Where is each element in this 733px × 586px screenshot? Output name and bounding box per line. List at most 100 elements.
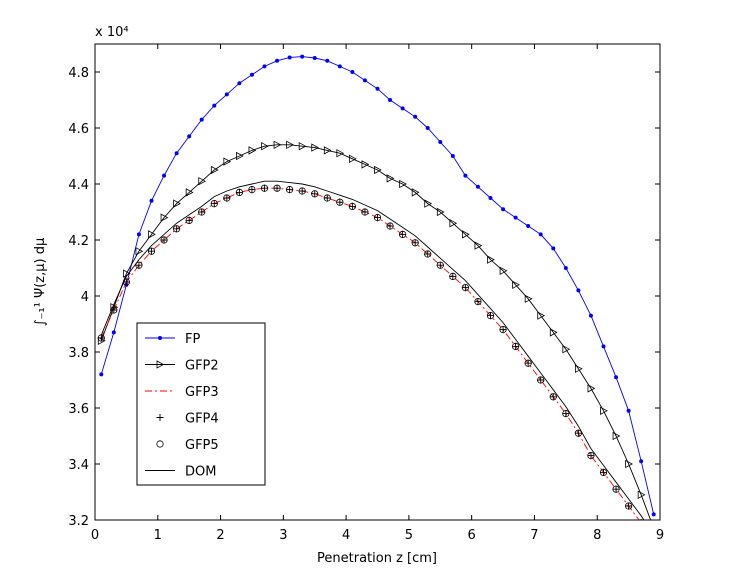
- point: [549, 393, 557, 401]
- point: [361, 208, 369, 216]
- point: [311, 190, 319, 198]
- x-tick-label: 5: [405, 528, 413, 543]
- point: [512, 342, 520, 350]
- point: [625, 502, 633, 510]
- y-tick-label: 4.4: [68, 178, 89, 193]
- point: [537, 376, 545, 384]
- point: [235, 188, 243, 196]
- point: [461, 230, 470, 239]
- point: [450, 154, 455, 158]
- point: [400, 106, 405, 111]
- point: [348, 202, 356, 210]
- point: [587, 452, 595, 460]
- point: [374, 165, 382, 175]
- point: [135, 261, 143, 269]
- point: [639, 459, 644, 464]
- point: [461, 284, 469, 292]
- point: [399, 230, 407, 238]
- point: [198, 177, 207, 186]
- point: [187, 134, 192, 139]
- point: [136, 232, 141, 237]
- point: [173, 225, 181, 233]
- point: [499, 326, 507, 334]
- x-tick-label: 6: [468, 528, 476, 543]
- point: [323, 194, 331, 202]
- legend-label: GFP3: [185, 385, 219, 400]
- x-tick-label: 4: [342, 528, 350, 543]
- point: [612, 431, 621, 441]
- point: [386, 222, 394, 230]
- x-tick-label: 0: [91, 528, 99, 543]
- point: [601, 344, 606, 349]
- point: [199, 117, 204, 122]
- point: [562, 410, 570, 418]
- point: [248, 186, 256, 194]
- point: [475, 184, 480, 189]
- point: [386, 222, 394, 230]
- point: [487, 312, 494, 320]
- plot-content: [97, 54, 656, 520]
- point: [361, 160, 370, 169]
- legend-label: GFP2: [185, 359, 219, 374]
- y-tick-label: 4: [81, 290, 89, 305]
- point: [198, 208, 206, 216]
- point: [212, 103, 217, 108]
- point: [298, 187, 306, 195]
- point: [248, 186, 256, 194]
- point: [311, 190, 319, 198]
- y-axis-label: ∫₋₁¹ Ψ(z,μ) dμ: [33, 238, 48, 326]
- point: [336, 198, 344, 206]
- point: [614, 375, 619, 380]
- y-tick-label: 4.6: [68, 122, 89, 137]
- legend-box: [136, 322, 266, 486]
- point: [261, 142, 269, 151]
- legend-label: GFP5: [185, 438, 219, 453]
- legend-label: DOM: [185, 465, 216, 480]
- point: [260, 184, 269, 192]
- point: [399, 230, 407, 238]
- point: [551, 246, 556, 251]
- y-tick-label: 4.8: [68, 66, 89, 81]
- x-axis-label: Penetration z [cm]: [317, 551, 437, 566]
- point: [474, 297, 482, 306]
- point: [273, 140, 282, 149]
- point: [148, 230, 156, 239]
- point: [262, 64, 267, 69]
- point: [361, 208, 369, 216]
- point: [160, 213, 169, 222]
- point: [411, 188, 420, 197]
- point: [210, 200, 218, 208]
- point: [198, 208, 206, 216]
- point: [625, 502, 633, 510]
- point: [562, 345, 571, 354]
- point: [461, 283, 469, 292]
- point: [135, 247, 144, 256]
- point: [287, 55, 292, 60]
- point: [438, 140, 443, 144]
- point: [311, 143, 320, 152]
- point: [249, 72, 254, 77]
- point: [524, 359, 532, 367]
- point: [538, 232, 543, 237]
- point: [411, 239, 419, 247]
- point: [386, 174, 395, 183]
- point: [487, 255, 495, 264]
- point: [185, 216, 193, 224]
- point: [224, 92, 229, 97]
- point: [110, 306, 118, 314]
- point: [374, 214, 381, 222]
- point: [424, 250, 432, 258]
- series-line: [100, 180, 645, 520]
- point: [223, 194, 231, 202]
- x-tick-label: 9: [656, 528, 664, 543]
- point: [348, 154, 357, 163]
- point: [436, 207, 445, 217]
- point: [286, 186, 294, 194]
- point: [160, 236, 168, 244]
- x-tick-label: 1: [154, 528, 162, 543]
- point: [235, 188, 243, 196]
- point: [638, 519, 644, 520]
- point: [526, 224, 531, 228]
- point: [348, 202, 356, 210]
